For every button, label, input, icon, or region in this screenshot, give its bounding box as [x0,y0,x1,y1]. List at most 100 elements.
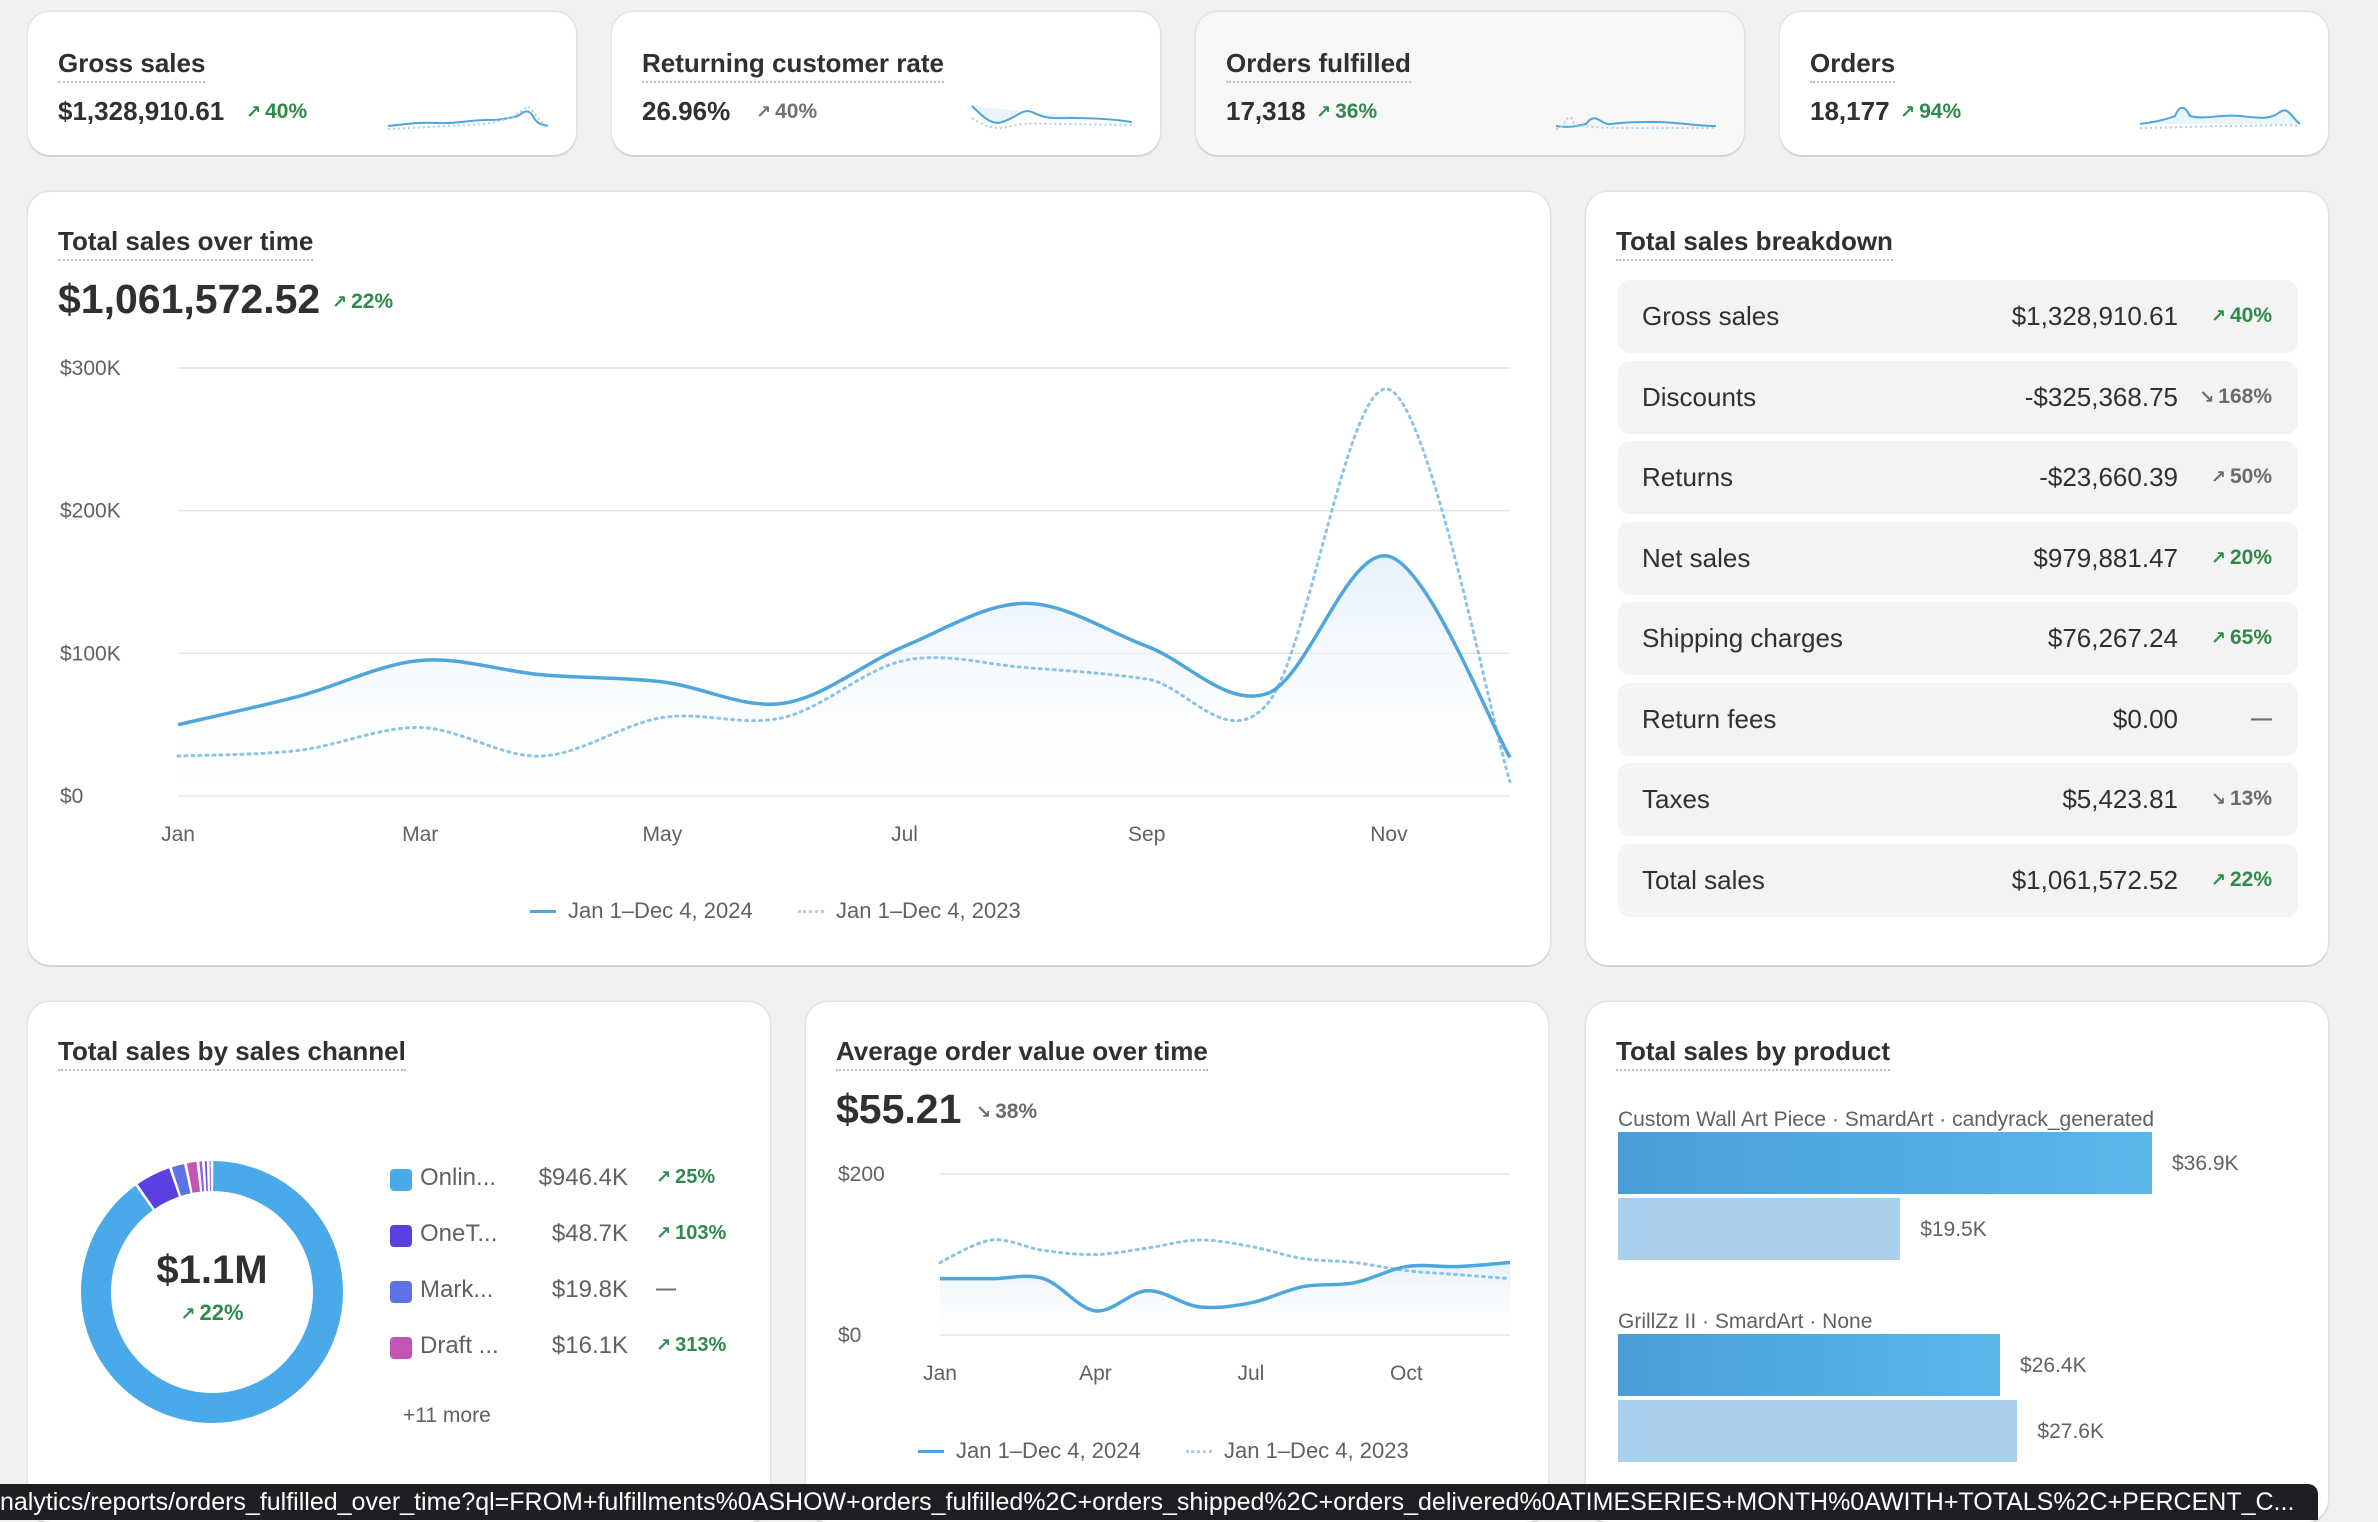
breakdown-delta: ↗65% [2211,626,2272,650]
legend-solid-swatch [530,910,556,913]
breakdown-row[interactable]: Returns-$23,660.39↗50% [1618,441,2298,514]
breakdown-delta: ↗22% [2211,868,2272,892]
kpi-title[interactable]: Gross sales [58,48,205,83]
kpi-sparkline [2140,96,2300,136]
arrow-up-icon: ↗ [2211,548,2226,569]
aov-card[interactable]: Average order value over time $55.21 ↘38… [806,1002,1548,1522]
card-title[interactable]: Total sales breakdown [1616,226,1893,261]
breakdown-label: Discounts [1642,382,1756,413]
channel-delta: ↗313% [656,1334,726,1357]
donut-center-delta: ↗22% [72,1300,352,1326]
breakdown-label: Shipping charges [1642,623,1843,654]
channel-delta: ↗25% [656,1166,715,1189]
channel-row[interactable]: Onlin...$946.4K↗25% [390,1162,740,1202]
product-bar-value: $26.4K [2020,1354,2087,1378]
kpi-title[interactable]: Orders fulfilled [1226,48,1411,83]
arrow-up-icon: ↗ [2211,467,2226,488]
legend-previous[interactable]: Jan 1–Dec 4, 2023 [1186,1438,1409,1464]
x-tick-label: Jan [161,823,195,846]
breakdown-row[interactable]: Total sales$1,061,572.52↗22% [1618,844,2298,917]
breakdown-label: Taxes [1642,784,1710,815]
sales-by-product-card[interactable]: Total sales by product Custom Wall Art P… [1586,1002,2328,1522]
kpi-value: 26.96% [642,96,730,127]
kpi-sparkline [972,96,1132,136]
product-label: Custom Wall Art Piece · SmardArt · candy… [1618,1108,2154,1132]
arrow-down-icon: ↘ [2199,387,2214,408]
breakdown-value: $76,267.24 [2048,623,2178,654]
product-bar-previous[interactable] [1618,1400,2017,1462]
series-area-current [940,1263,1510,1335]
channel-color-swatch [390,1281,412,1303]
breakdown-row[interactable]: Return fees$0.00— [1618,683,2298,756]
breakdown-row[interactable]: Taxes$5,423.81↘13% [1618,763,2298,836]
channel-delta: — [656,1278,676,1301]
more-channels-link[interactable]: +11 more [403,1404,491,1428]
link-status-bar: nalytics/reports/orders_fulfilled_over_t… [0,1484,2318,1520]
arrow-up-icon: ↗ [656,1223,671,1244]
x-tick-label: Jan [923,1362,957,1385]
breakdown-delta: ↗50% [2211,465,2272,489]
arrow-up-icon: ↗ [656,1167,671,1188]
breakdown-value: -$325,368.75 [2025,382,2178,413]
arrow-down-icon: ↘ [2211,789,2226,810]
kpi-value: 17,318 [1226,96,1306,127]
legend-previous[interactable]: Jan 1–Dec 4, 2023 [798,898,1021,924]
kpi-card-orders-fulfilled[interactable]: Orders fulfilled 17,318 ↗36% [1196,12,1744,155]
y-tick-label: $100K [60,642,121,665]
breakdown-row[interactable]: Discounts-$325,368.75↘168% [1618,361,2298,434]
breakdown-delta: — [2251,707,2272,731]
legend-current[interactable]: Jan 1–Dec 4, 2024 [918,1438,1141,1464]
breakdown-value: $979,881.47 [2033,543,2178,574]
arrow-up-icon: ↗ [2211,870,2226,891]
total-sales-breakdown-card[interactable]: Total sales breakdown Gross sales$1,328,… [1586,192,2328,965]
donut-center-value: $1.1M [72,1248,352,1293]
x-tick-label: Apr [1079,1362,1112,1385]
arrow-up-icon: ↗ [1900,102,1915,123]
kpi-value: $1,328,910.61 [58,96,224,127]
arrow-up-icon: ↗ [246,102,261,123]
y-tick-label: $300K [60,357,121,380]
x-tick-label: Jul [1237,1362,1264,1385]
breakdown-value: $1,328,910.61 [2012,301,2178,332]
product-bar-previous[interactable] [1618,1198,1900,1260]
kpi-card-gross-sales[interactable]: Gross sales $1,328,910.61 ↗40% [28,12,576,155]
channel-row[interactable]: OneT...$48.7K↗103% [390,1218,740,1258]
donut-slice[interactable] [190,1177,199,1178]
product-bar-value: $27.6K [2037,1420,2104,1444]
card-title[interactable]: Total sales by product [1616,1036,1890,1071]
arrow-up-icon: ↗ [2211,628,2226,649]
kpi-title[interactable]: Returning customer rate [642,48,944,83]
channel-value: $48.7K [552,1220,628,1248]
kpi-value: 18,177 [1810,96,1890,127]
breakdown-row[interactable]: Gross sales$1,328,910.61↗40% [1618,280,2298,353]
breakdown-value: $0.00 [2113,704,2178,735]
breakdown-delta: ↘13% [2211,787,2272,811]
kpi-delta: ↗40% [756,100,817,124]
product-bar-current[interactable] [1618,1334,2000,1396]
channel-row[interactable]: Mark...$19.8K— [390,1274,740,1314]
legend-solid-swatch [918,1450,944,1453]
channel-delta: ↗103% [656,1222,726,1245]
kpi-sparkline [388,96,548,136]
breakdown-delta: ↗20% [2211,546,2272,570]
sales-by-channel-card[interactable]: Total sales by sales channel $1.1M ↗22% … [28,1002,770,1522]
total-sales-over-time-card[interactable]: Total sales over time $1,061,572.52 ↗22%… [28,192,1550,965]
y-tick-label: $200 [838,1163,885,1186]
product-bar-current[interactable] [1618,1132,2152,1194]
card-title[interactable]: Total sales by sales channel [58,1036,406,1071]
donut-slice[interactable] [146,1182,174,1196]
x-tick-label: May [643,823,683,846]
donut-slice[interactable] [176,1179,187,1182]
kpi-title[interactable]: Orders [1810,48,1895,83]
kpi-delta: ↗36% [1316,100,1377,124]
channel-value: $19.8K [552,1276,628,1304]
arrow-up-icon: ↗ [1316,102,1331,123]
legend-current[interactable]: Jan 1–Dec 4, 2024 [530,898,753,924]
breakdown-label: Returns [1642,462,1733,493]
breakdown-row[interactable]: Shipping charges $76,267.24 ↗65% [1618,602,2298,675]
kpi-card-orders[interactable]: Orders 18,177 ↗94% [1780,12,2328,155]
channel-row[interactable]: Draft ...$16.1K↗313% [390,1330,740,1370]
kpi-card-returning-rate[interactable]: Returning customer rate 26.96% ↗40% [612,12,1160,155]
breakdown-row[interactable]: Net sales$979,881.47↗20% [1618,522,2298,595]
